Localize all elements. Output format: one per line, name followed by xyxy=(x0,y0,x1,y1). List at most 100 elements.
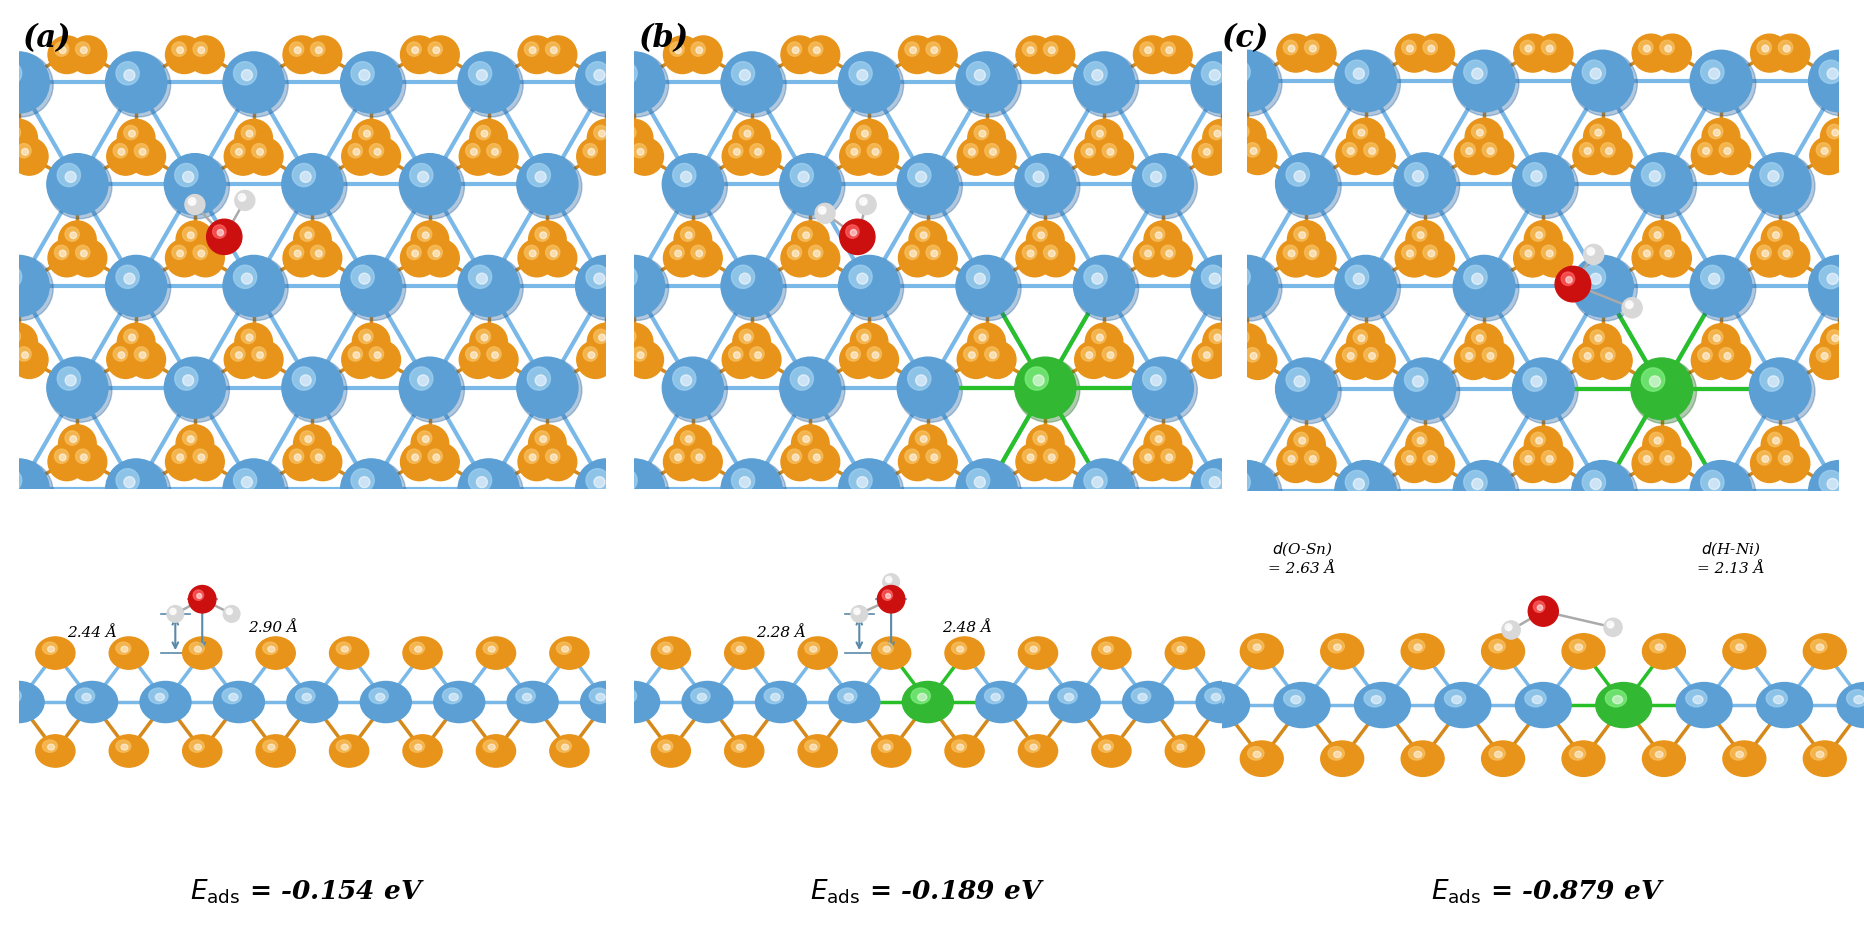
Circle shape xyxy=(171,43,186,58)
Circle shape xyxy=(1653,438,1661,445)
Circle shape xyxy=(1033,432,1048,445)
Circle shape xyxy=(518,240,555,277)
Circle shape xyxy=(224,606,240,623)
Circle shape xyxy=(1452,461,1514,522)
Circle shape xyxy=(516,154,578,215)
Circle shape xyxy=(0,256,48,317)
Circle shape xyxy=(1530,432,1545,447)
Circle shape xyxy=(662,358,723,419)
Circle shape xyxy=(54,449,69,464)
Circle shape xyxy=(744,138,781,176)
Ellipse shape xyxy=(1240,634,1282,669)
Circle shape xyxy=(1748,358,1810,420)
Circle shape xyxy=(787,246,802,260)
Circle shape xyxy=(175,425,214,463)
Circle shape xyxy=(1454,462,1517,526)
Circle shape xyxy=(311,43,324,58)
Circle shape xyxy=(733,149,740,156)
Circle shape xyxy=(1648,172,1659,183)
Ellipse shape xyxy=(1238,735,1277,767)
Circle shape xyxy=(1074,257,1139,321)
Circle shape xyxy=(1545,46,1553,53)
Circle shape xyxy=(252,145,267,159)
Ellipse shape xyxy=(884,744,889,750)
Ellipse shape xyxy=(1573,644,1583,651)
Circle shape xyxy=(1286,368,1309,392)
Circle shape xyxy=(1756,41,1771,56)
Circle shape xyxy=(1344,470,1368,495)
Circle shape xyxy=(341,257,406,321)
Circle shape xyxy=(1629,358,1693,420)
Ellipse shape xyxy=(375,693,384,701)
Circle shape xyxy=(1202,149,1210,156)
Ellipse shape xyxy=(336,741,350,753)
Circle shape xyxy=(1286,163,1309,187)
Circle shape xyxy=(281,358,343,419)
Circle shape xyxy=(352,121,390,158)
Circle shape xyxy=(1523,163,1545,187)
Circle shape xyxy=(1025,164,1048,187)
Circle shape xyxy=(375,149,380,156)
Circle shape xyxy=(1778,41,1791,56)
Circle shape xyxy=(744,131,751,138)
Circle shape xyxy=(964,347,977,362)
Circle shape xyxy=(429,43,442,58)
Ellipse shape xyxy=(116,741,130,753)
Circle shape xyxy=(54,43,69,58)
Circle shape xyxy=(194,590,203,600)
Circle shape xyxy=(956,460,1021,524)
Ellipse shape xyxy=(1487,639,1504,653)
Circle shape xyxy=(129,342,166,379)
Circle shape xyxy=(341,54,406,118)
Circle shape xyxy=(470,353,477,359)
Circle shape xyxy=(470,149,477,156)
Circle shape xyxy=(1771,239,1808,277)
Circle shape xyxy=(1545,456,1553,463)
Circle shape xyxy=(872,149,878,156)
Circle shape xyxy=(432,47,440,55)
Circle shape xyxy=(421,233,429,239)
Circle shape xyxy=(224,138,261,176)
Ellipse shape xyxy=(805,642,818,654)
Circle shape xyxy=(979,335,986,342)
Circle shape xyxy=(818,207,826,215)
Ellipse shape xyxy=(1735,752,1743,758)
Circle shape xyxy=(1417,239,1454,277)
Ellipse shape xyxy=(798,638,837,669)
Ellipse shape xyxy=(1253,644,1260,651)
Circle shape xyxy=(1830,335,1838,342)
Circle shape xyxy=(1700,470,1722,495)
Circle shape xyxy=(47,154,108,215)
Circle shape xyxy=(246,342,283,379)
Ellipse shape xyxy=(229,693,239,701)
Circle shape xyxy=(744,342,781,379)
Circle shape xyxy=(613,62,637,85)
Circle shape xyxy=(1530,377,1542,388)
Circle shape xyxy=(1571,52,1637,117)
Circle shape xyxy=(1571,257,1637,322)
Ellipse shape xyxy=(1290,696,1301,704)
Circle shape xyxy=(116,470,140,493)
Ellipse shape xyxy=(623,638,662,669)
Circle shape xyxy=(1506,626,1510,630)
Circle shape xyxy=(175,367,198,391)
Circle shape xyxy=(919,436,926,443)
Circle shape xyxy=(593,71,604,82)
Circle shape xyxy=(802,444,839,481)
Circle shape xyxy=(412,251,418,258)
Circle shape xyxy=(1353,69,1364,80)
Circle shape xyxy=(973,126,988,140)
Circle shape xyxy=(604,53,664,114)
Circle shape xyxy=(1277,445,1314,483)
Circle shape xyxy=(956,459,1016,521)
Circle shape xyxy=(226,609,233,615)
Circle shape xyxy=(0,459,48,521)
Circle shape xyxy=(481,335,488,342)
Circle shape xyxy=(1294,377,1305,388)
Circle shape xyxy=(1402,451,1415,466)
Circle shape xyxy=(850,324,887,361)
Circle shape xyxy=(984,145,999,159)
Circle shape xyxy=(593,329,608,344)
Circle shape xyxy=(401,359,464,423)
Circle shape xyxy=(593,126,608,140)
